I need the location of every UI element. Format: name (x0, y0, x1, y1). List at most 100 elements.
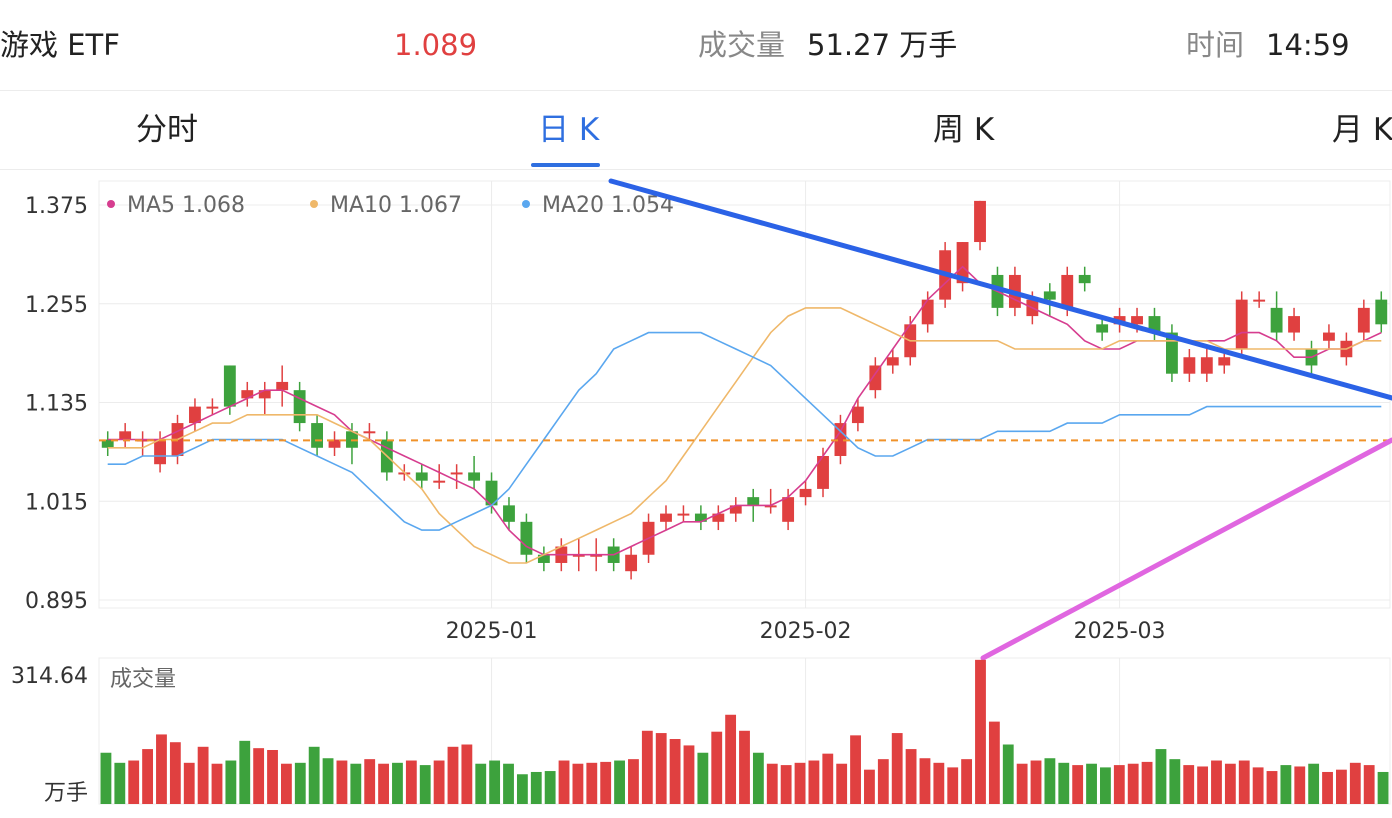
volume-bar (378, 763, 389, 804)
volume-bar (683, 745, 695, 804)
volume-bar (850, 735, 861, 804)
active-tab-indicator (531, 163, 600, 167)
volume-bar (933, 762, 945, 804)
volume-bar (392, 762, 403, 804)
tab-intraday[interactable]: 分时 (136, 112, 198, 148)
volume-bar (280, 763, 292, 804)
trend-lines (99, 178, 1392, 661)
volume-bar (114, 762, 126, 804)
candle-body (468, 472, 481, 481)
volume-bar (1349, 762, 1361, 804)
candle-body (433, 480, 446, 483)
volume-bar (794, 762, 806, 804)
candle-body (886, 357, 899, 366)
volume-bar (336, 760, 348, 804)
volume-bar (253, 748, 265, 804)
candle-body (1061, 274, 1074, 308)
candle-body (1235, 299, 1248, 350)
volume-bar (1072, 765, 1084, 804)
volume-bar (197, 746, 209, 804)
volume-bar (516, 774, 528, 804)
volume-bar (308, 746, 320, 804)
volume-bar (544, 771, 556, 804)
volume-bar (1197, 766, 1209, 804)
current-price: 1.089 (394, 28, 478, 62)
volume-bar (1183, 765, 1195, 804)
volume-bar (1238, 760, 1250, 804)
volume-bar (1377, 771, 1389, 804)
date-tick-label: 2025-01 (446, 619, 538, 644)
volume-bar (739, 730, 750, 804)
candle-body (1200, 357, 1213, 374)
volume-bar (225, 760, 237, 804)
volume-title: 成交量 (110, 667, 176, 692)
volume-bar (1336, 769, 1347, 804)
candle-body (241, 390, 254, 399)
candle-body (799, 488, 812, 498)
candles (101, 200, 1388, 580)
candle-body (450, 472, 463, 475)
candle-body (503, 505, 515, 522)
candle-body (293, 390, 306, 424)
ma-lines (107, 265, 1382, 564)
candle-body (1323, 332, 1335, 341)
candle-body (311, 423, 324, 448)
resistance-trend-line (608, 178, 1392, 401)
volume-bar (1363, 765, 1375, 804)
candle-body (328, 439, 341, 448)
candle-body (956, 242, 969, 284)
candle-body (1357, 307, 1370, 333)
candle-body (189, 406, 201, 424)
candle-body (363, 431, 376, 434)
volume-bar (655, 733, 667, 804)
candle-body (415, 472, 428, 481)
price-tick-label: 1.255 (25, 293, 88, 318)
tab-monthly-k[interactable]: 月 K (1332, 112, 1392, 148)
volume-bar (669, 739, 681, 804)
volume-bar (891, 733, 903, 804)
tab-weekly-k[interactable]: 周 K (933, 112, 995, 148)
volume-bar (947, 767, 959, 804)
candle-body (1218, 357, 1231, 366)
volume-bar (433, 760, 445, 804)
price-tick-label: 0.895 (25, 589, 88, 614)
candle-body (694, 513, 707, 522)
volume-bar (294, 762, 306, 804)
volume-bar (808, 760, 820, 804)
date-tick-label: 2025-02 (760, 619, 852, 644)
volume-bar (919, 758, 931, 804)
volume-bar (572, 763, 584, 804)
volume-bar (752, 752, 764, 804)
volume-bar (1030, 760, 1042, 804)
volume-bar (586, 762, 598, 804)
volume-bar (1044, 758, 1056, 804)
volume-bar (864, 769, 875, 804)
candle-body (1288, 316, 1300, 333)
volume-bar (1211, 760, 1222, 804)
candle-body (1096, 324, 1109, 333)
volume-bar (1266, 771, 1278, 804)
legend-marker (310, 200, 318, 208)
volume-bar (156, 734, 167, 804)
volume-label: 成交量 (698, 28, 786, 62)
volume-bar (1224, 763, 1236, 804)
legend-label: MA10 1.067 (330, 193, 462, 218)
volume-max-label: 314.64 (11, 664, 88, 689)
tab-daily-k[interactable]: 日 K (538, 112, 600, 148)
volume-bar (503, 763, 514, 804)
volume-bar (475, 763, 487, 804)
candle-body (921, 299, 934, 325)
volume-bar (364, 759, 376, 804)
volume-bar (836, 763, 848, 804)
volume-bar (211, 763, 223, 804)
volume-bar (1086, 763, 1097, 804)
candle-body (258, 390, 271, 399)
candle-body (729, 505, 742, 514)
volume-bar (1252, 767, 1264, 804)
volume-bar (628, 759, 639, 804)
price-axis: 1.375 1.255 1.135 1.015 0.895 (25, 194, 88, 614)
candle-body (590, 554, 603, 557)
candle-body (537, 554, 550, 563)
candle-body (206, 406, 219, 409)
